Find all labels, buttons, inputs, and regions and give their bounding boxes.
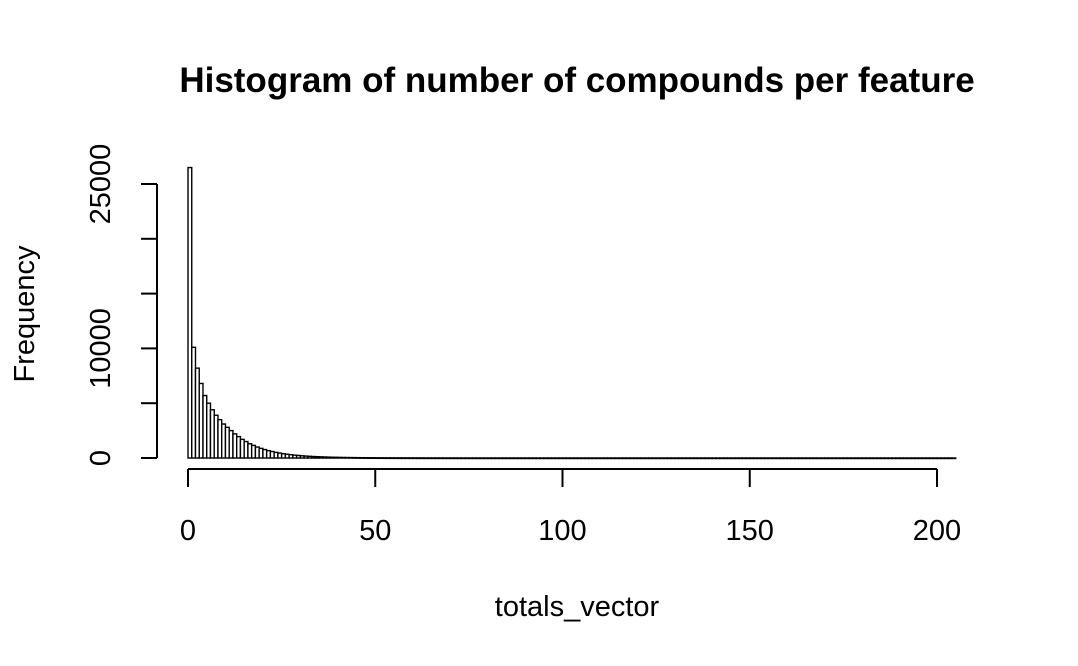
x-axis-label: totals_vector [495, 591, 660, 623]
chart-title: Histogram of number of compounds per fea… [179, 61, 974, 100]
histogram-bar [187, 166, 193, 459]
y-tick-label: 25000 [85, 144, 117, 225]
y-axis: 0 10000 25000 [85, 144, 158, 466]
x-axis: 0 50 100 150 200 [180, 468, 961, 547]
bars-layer [187, 166, 957, 460]
x-tick-label: 100 [538, 515, 586, 547]
histogram-bar [951, 457, 957, 460]
x-tick-label: 0 [180, 515, 196, 547]
x-tick-label: 50 [359, 515, 391, 547]
y-tick-label: 0 [85, 450, 117, 466]
x-tick-label: 150 [726, 515, 774, 547]
x-tick-label: 200 [913, 515, 961, 547]
y-tick-label: 10000 [85, 308, 117, 389]
y-axis-label: Frequency [9, 245, 41, 383]
